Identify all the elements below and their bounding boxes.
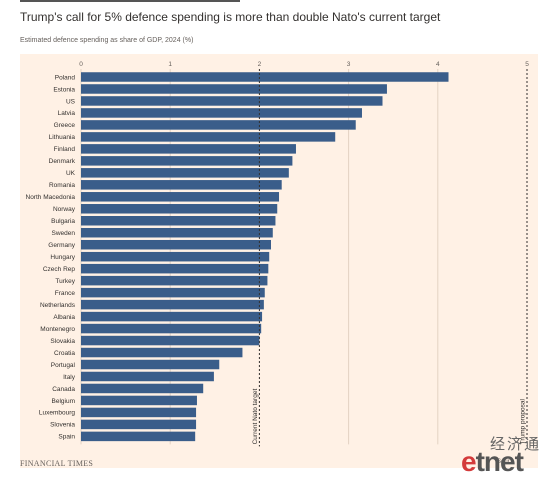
- category-label: Canada: [52, 386, 75, 393]
- x-tick-label: 1: [168, 61, 172, 68]
- etnet-watermark: etnet: [461, 446, 524, 478]
- category-label: Finland: [54, 146, 76, 153]
- bar: [81, 156, 293, 166]
- bar: [81, 419, 197, 430]
- bar: [81, 287, 265, 298]
- x-tick-label: 2: [258, 61, 262, 68]
- category-label: Croatia: [54, 350, 75, 357]
- category-label: Hungary: [50, 254, 75, 261]
- ft-logo: FINANCIAL TIMES: [20, 459, 94, 468]
- category-label: Romania: [49, 182, 75, 189]
- bar: [81, 192, 280, 202]
- watermark-rest: tnet: [475, 446, 524, 477]
- bar: [81, 383, 204, 394]
- source-text: Sour: [497, 459, 510, 465]
- category-label: Sweden: [52, 230, 76, 237]
- bar: [81, 180, 282, 190]
- category-label: France: [55, 290, 76, 297]
- bar: [81, 395, 197, 406]
- category-label: Latvia: [58, 110, 76, 117]
- bar: [81, 431, 196, 442]
- category-label: Albania: [53, 314, 75, 321]
- bar: [81, 168, 289, 178]
- category-label: Norway: [53, 206, 76, 213]
- category-label: US: [66, 98, 76, 105]
- bar: [81, 323, 262, 334]
- reference-line-label: Trump proposal: [520, 399, 527, 445]
- bar: [81, 216, 276, 226]
- bar: [81, 299, 264, 310]
- bar: [81, 204, 278, 214]
- category-label: Bulgaria: [51, 218, 75, 225]
- bar: [81, 275, 268, 286]
- x-tick-label: 4: [436, 61, 440, 68]
- x-tick-label: 0: [79, 61, 83, 68]
- reference-line-label: Current Nato target: [252, 389, 259, 445]
- category-label: Luxembourg: [39, 410, 76, 417]
- category-label: Slovenia: [50, 422, 75, 429]
- chart-subtitle: Estimated defence spending as share of G…: [20, 37, 194, 44]
- category-label: Denmark: [49, 158, 76, 165]
- category-label: Turkey: [55, 278, 75, 285]
- category-label: Montenegro: [40, 326, 75, 333]
- bar: [81, 132, 336, 142]
- category-label: Poland: [55, 74, 76, 81]
- bar: [81, 251, 270, 262]
- category-label: Portugal: [51, 362, 76, 369]
- category-label: UK: [66, 170, 76, 177]
- bar: [81, 72, 449, 82]
- bar: [81, 311, 263, 322]
- bar: [81, 96, 383, 106]
- bar: [81, 120, 356, 130]
- category-label: Italy: [63, 374, 76, 381]
- x-tick-label: 3: [347, 61, 351, 68]
- bar: [81, 335, 260, 346]
- bar: [81, 108, 362, 118]
- top-rule: [20, 0, 240, 2]
- bar: [81, 263, 269, 274]
- category-label: Spain: [58, 434, 75, 441]
- category-label: Slovakia: [50, 338, 75, 345]
- category-label: Czech Rep: [43, 266, 76, 273]
- category-label: North Macedonia: [26, 194, 76, 201]
- bar: [81, 144, 296, 154]
- bar: [81, 227, 273, 238]
- bar: [81, 407, 197, 418]
- category-label: Belgium: [52, 398, 75, 405]
- x-tick-label: 5: [525, 61, 529, 68]
- bar: [81, 359, 220, 370]
- category-label: Estonia: [53, 86, 75, 93]
- bar: [81, 371, 214, 382]
- bar: [81, 239, 271, 250]
- bar: [81, 84, 387, 94]
- watermark-cn: 经济通: [490, 436, 542, 453]
- bar: [81, 347, 243, 358]
- category-label: Lithuania: [49, 134, 76, 141]
- category-label: Netherlands: [40, 302, 76, 309]
- chart-title: Trump's call for 5% defence spending is …: [20, 10, 441, 24]
- category-label: Germany: [48, 242, 75, 249]
- watermark-e: e: [461, 446, 477, 477]
- category-label: Greece: [54, 122, 76, 129]
